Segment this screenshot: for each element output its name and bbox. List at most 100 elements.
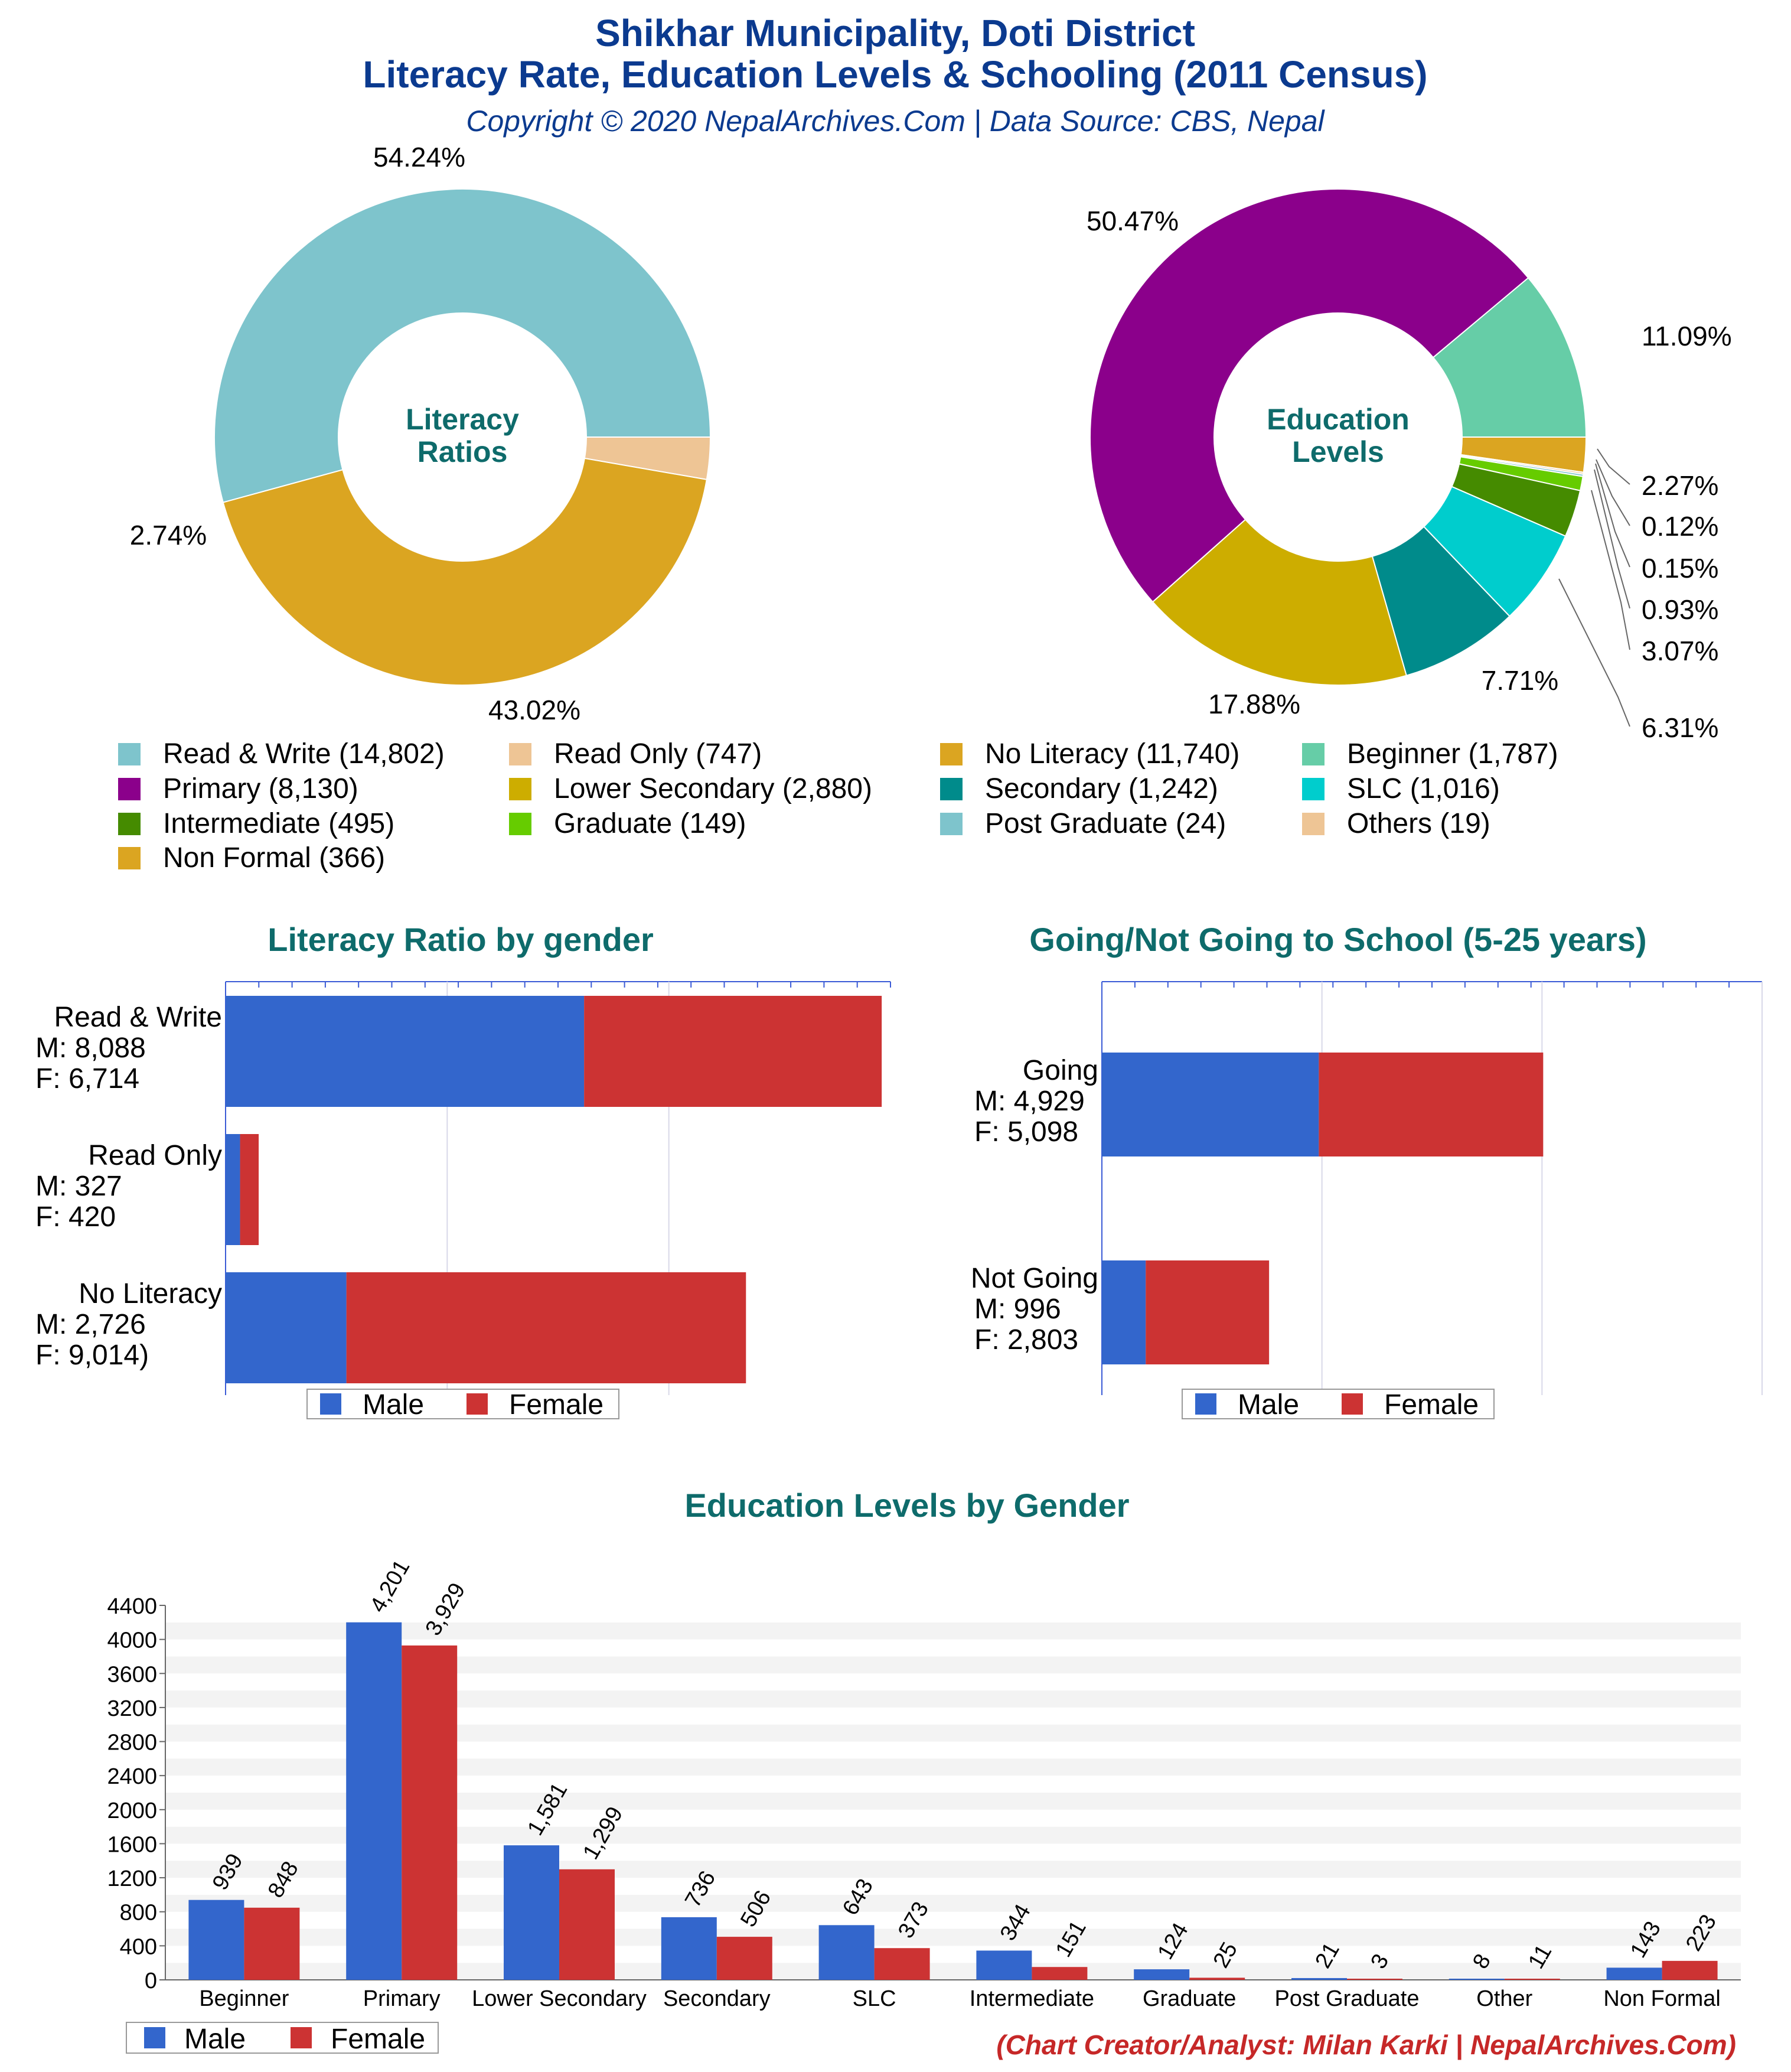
x-category-label: Intermediate bbox=[970, 1986, 1094, 2011]
legend-label-female: Female bbox=[1384, 1389, 1479, 1421]
donut-pct-label: 0.93% bbox=[1642, 594, 1718, 625]
bar-female bbox=[716, 1937, 772, 1980]
row-label-female: F: 420 bbox=[35, 1201, 116, 1233]
donut-pct-label: 0.12% bbox=[1642, 511, 1718, 542]
legend-item-label: Lower Secondary (2,880) bbox=[554, 773, 872, 804]
y-tick-label: 4400 bbox=[107, 1594, 157, 1619]
bar-male bbox=[1449, 1979, 1505, 1980]
row-label-category: Going bbox=[1023, 1055, 1098, 1086]
bar-male bbox=[661, 1917, 717, 1980]
legend-item-label: Beginner (1,787) bbox=[1347, 738, 1558, 770]
y-tick-label: 400 bbox=[120, 1934, 157, 1959]
grid-band bbox=[165, 1622, 1741, 1640]
legend-item-label: No Literacy (11,740) bbox=[985, 738, 1239, 770]
legend-label-male: Male bbox=[363, 1389, 424, 1421]
x-category-label: Graduate bbox=[1143, 1986, 1236, 2011]
legend-swatch bbox=[118, 778, 141, 800]
legend-item-label: Post Graduate (24) bbox=[985, 808, 1226, 839]
legend-swatch-female bbox=[291, 2027, 312, 2048]
bar-female bbox=[584, 996, 882, 1107]
donut-leader-line bbox=[1591, 490, 1630, 650]
y-tick-label: 800 bbox=[120, 1901, 157, 1926]
bar-male bbox=[226, 1272, 347, 1383]
legend-label-female: Female bbox=[331, 2024, 425, 2055]
legend-box bbox=[306, 1389, 619, 1419]
y-tick-label: 2800 bbox=[107, 1731, 157, 1755]
bar-female bbox=[402, 1645, 458, 1980]
literacy-gender-title: Literacy Ratio by gender bbox=[267, 921, 654, 958]
donut-leader-line bbox=[1558, 578, 1630, 727]
legend-swatch-female bbox=[466, 1393, 488, 1415]
y-tick-label: 4000 bbox=[107, 1628, 157, 1653]
donut-leader-line bbox=[1596, 459, 1630, 526]
legend-item-label: Primary (8,130) bbox=[163, 773, 358, 804]
legend-swatch bbox=[118, 743, 141, 765]
bar-male bbox=[226, 1134, 240, 1245]
legend-swatch-male bbox=[320, 1393, 341, 1415]
bar-female bbox=[1146, 1260, 1270, 1364]
legend-item-label: Others (19) bbox=[1347, 808, 1490, 839]
x-category-label: Lower Secondary bbox=[472, 1986, 647, 2011]
page-title-line1: Shikhar Municipality, Doti District bbox=[595, 12, 1195, 54]
legend-swatch bbox=[509, 778, 531, 800]
legend-item-label: Non Formal (366) bbox=[163, 842, 385, 874]
bar-male bbox=[188, 1900, 244, 1980]
row-label-category: Read Only bbox=[88, 1140, 222, 1171]
bar-male bbox=[1102, 1053, 1319, 1156]
page-title-line2: Literacy Rate, Education Levels & School… bbox=[363, 53, 1427, 96]
legend-swatch-female bbox=[1342, 1393, 1363, 1415]
row-label-female: F: 5,098 bbox=[974, 1116, 1078, 1148]
y-tick-label: 1200 bbox=[107, 1866, 157, 1891]
y-tick-label: 3600 bbox=[107, 1662, 157, 1687]
legend-item-label: Read Only (747) bbox=[554, 738, 762, 770]
x-category-label: Other bbox=[1476, 1986, 1532, 2011]
y-tick-label: 2000 bbox=[107, 1799, 157, 1823]
literacy-donut-center-line2: Ratios bbox=[417, 435, 508, 468]
bar-female bbox=[1347, 1979, 1402, 1980]
bar-female bbox=[1032, 1967, 1088, 1980]
legend-item-label: Intermediate (495) bbox=[163, 808, 394, 839]
legend-item-label: Read & Write (14,802) bbox=[163, 738, 445, 770]
y-tick-label: 1600 bbox=[107, 1832, 157, 1857]
donut-pct-label: 7.71% bbox=[1482, 665, 1558, 696]
legend-item-label: Graduate (149) bbox=[554, 808, 746, 839]
credit-line: (Chart Creator/Analyst: Milan Karki | Ne… bbox=[996, 2029, 1736, 2060]
row-label-male: M: 8,088 bbox=[35, 1032, 146, 1064]
copyright-line: Copyright © 2020 NepalArchives.Com | Dat… bbox=[466, 105, 1325, 138]
bar-female bbox=[1504, 1979, 1560, 1980]
y-tick-label: 0 bbox=[145, 1969, 157, 1993]
row-label-female: F: 2,803 bbox=[974, 1324, 1078, 1356]
legend-swatch bbox=[1302, 778, 1325, 800]
x-category-label: Secondary bbox=[663, 1986, 771, 2011]
education-donut-center-line2: Levels bbox=[1292, 435, 1384, 468]
donut-pct-label: 11.09% bbox=[1642, 321, 1732, 351]
bar-male bbox=[1134, 1969, 1190, 1980]
school-title: Going/Not Going to School (5-25 years) bbox=[1029, 921, 1646, 958]
legend-item-label: SLC (1,016) bbox=[1347, 773, 1500, 804]
legend-item-label: Secondary (1,242) bbox=[985, 773, 1218, 804]
bar-female bbox=[559, 1869, 615, 1980]
legend-label-male: Male bbox=[1238, 1389, 1299, 1421]
grid-band bbox=[165, 1605, 1741, 1623]
literacy-donut-chart: 54.24% 2.74% 43.02% bbox=[130, 142, 712, 725]
legend-swatch-male bbox=[1195, 1393, 1216, 1415]
bar-male bbox=[226, 996, 585, 1107]
education-donut-chart: 11.09% 2.27% 0.12% 0.15% 0.93% 3.07% 6.31% 7.71… bbox=[1087, 188, 1732, 743]
row-label-female: F: 6,714 bbox=[35, 1063, 139, 1094]
donut-pct-label: 43.02% bbox=[488, 695, 580, 725]
y-tick-label: 2400 bbox=[107, 1764, 157, 1789]
x-category-label: Primary bbox=[363, 1986, 441, 2011]
edu-gender-chart: 0 400 800 1200 1600 2000 2400 2800 3200 3600 4000 4… bbox=[107, 1556, 1741, 2055]
row-label-male: M: 2,726 bbox=[35, 1309, 146, 1340]
bar-female bbox=[874, 1948, 930, 1980]
donut-leader-line bbox=[1597, 448, 1630, 485]
x-category-label: SLC bbox=[853, 1986, 896, 2011]
donut-slice-no-literacy bbox=[222, 457, 707, 686]
bar-male bbox=[818, 1925, 875, 1980]
donut-pct-label: 0.15% bbox=[1642, 553, 1718, 584]
legend-swatch bbox=[1302, 813, 1325, 835]
row-label-male: M: 327 bbox=[35, 1171, 122, 1202]
bar-female bbox=[346, 1272, 746, 1383]
donut-leader-line bbox=[1594, 469, 1630, 609]
